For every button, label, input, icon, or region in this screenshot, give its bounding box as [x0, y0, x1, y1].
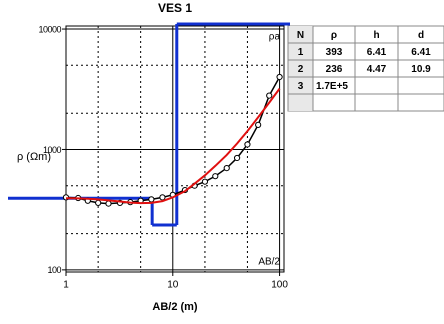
- curve-label: ρa: [269, 32, 281, 43]
- table-cell: 4.47: [367, 64, 387, 75]
- data-point: [233, 154, 241, 162]
- x-tick-label: 100: [271, 280, 288, 291]
- data-point: [255, 121, 262, 128]
- data-point: [244, 141, 251, 148]
- table-cell: 393: [326, 47, 343, 58]
- table-header: h: [373, 30, 379, 41]
- x-tick-label: 1: [63, 280, 69, 291]
- y-axis-label: ρ (Ωm): [17, 151, 51, 163]
- y-tick-label: 10000: [38, 24, 61, 34]
- table-cell: 1: [298, 47, 304, 58]
- y-tick-label: 100: [47, 265, 61, 275]
- data-point: [276, 73, 283, 81]
- data-point: [95, 199, 102, 206]
- data-point: [223, 165, 230, 172]
- y-tick-label: 1000: [43, 145, 62, 155]
- curve: [65, 88, 281, 205]
- table-cell: 6.41: [367, 47, 387, 58]
- plot-frame: [65, 25, 285, 273]
- data-point: [201, 178, 209, 185]
- data-point: [159, 194, 166, 201]
- table-cell: 236: [326, 64, 343, 75]
- data-point: [105, 200, 112, 207]
- table-cell: 2: [298, 64, 304, 75]
- index-column: [288, 26, 313, 111]
- x-axis-label: AB/2 (m): [152, 301, 198, 313]
- data-point: [266, 92, 273, 99]
- data-point: [148, 196, 155, 203]
- corner-label: AB/2: [258, 257, 280, 268]
- table-cell: 3: [298, 81, 304, 92]
- table-header: d: [418, 30, 424, 41]
- table-bg: [287, 25, 444, 112]
- table-cell: 6.41: [411, 47, 431, 58]
- x-tick-label: 10: [167, 280, 179, 291]
- table-cell: 1.7E+5: [316, 81, 348, 92]
- table-header: N: [297, 30, 304, 41]
- table-cell: 10.9: [411, 64, 431, 75]
- data-point: [212, 173, 219, 180]
- chart-title: VES 1: [158, 1, 192, 15]
- table-header: ρ: [331, 30, 337, 41]
